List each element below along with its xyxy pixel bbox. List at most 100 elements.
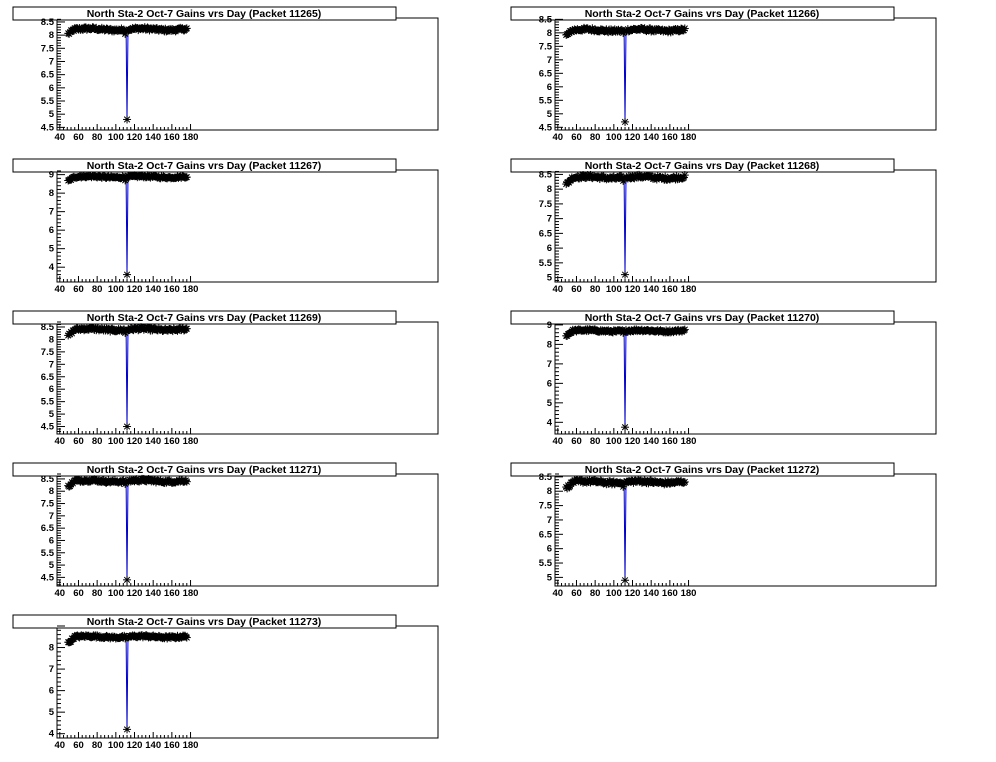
y-tick-label: 7 — [49, 207, 54, 218]
y-tick-label: 4 — [49, 729, 55, 740]
x-tick-label: 60 — [73, 132, 84, 143]
y-tick-label: 8 — [547, 28, 552, 39]
y-tick-label: 9 — [49, 170, 54, 181]
y-tick-label: 7.5 — [539, 41, 553, 52]
x-tick-label: 100 — [108, 284, 124, 295]
x-tick-label: 40 — [553, 284, 564, 295]
x-tick-label: 40 — [55, 436, 66, 447]
y-tick-label: 8.5 — [539, 472, 553, 483]
y-tick-label: 7 — [49, 359, 54, 370]
x-tick-label: 40 — [55, 740, 66, 751]
chart-title: North Sta-2 Oct-7 Gains vrs Day (Packet … — [12, 158, 397, 173]
y-tick-label: 4 — [547, 417, 553, 428]
y-tick-label: 7.5 — [41, 347, 55, 358]
data-point — [123, 422, 132, 431]
y-tick-label: 4.5 — [539, 122, 553, 133]
series-line — [565, 27, 686, 122]
x-tick-label: 180 — [681, 132, 697, 143]
x-tick-label: 160 — [164, 740, 180, 751]
x-tick-label: 140 — [643, 588, 659, 599]
data-point — [123, 115, 132, 124]
x-tick-label: 120 — [127, 284, 143, 295]
y-tick-label: 4.5 — [41, 422, 55, 433]
x-tick-label: 100 — [108, 588, 124, 599]
y-axis: 4.5 5 5.5 6 6.5 7 7.5 8 8.5 — [539, 14, 563, 133]
x-tick-label: 120 — [127, 132, 143, 143]
chart-title-text: North Sta-2 Oct-7 Gains vrs Day (Packet … — [87, 616, 322, 628]
x-tick-label: 100 — [108, 132, 124, 143]
x-tick-label: 60 — [73, 588, 84, 599]
chart-title-text: North Sta-2 Oct-7 Gains vrs Day (Packet … — [585, 160, 820, 172]
x-tick-label: 100 — [606, 284, 622, 295]
y-tick-label: 8.5 — [539, 14, 553, 25]
y-tick-label: 6 — [49, 384, 54, 395]
chart-panel-2: North Sta-2 Oct-7 Gains vrs Day (Packet … — [510, 6, 937, 143]
x-tick-label: 180 — [183, 132, 199, 143]
x-tick-label: 160 — [662, 436, 678, 447]
series-line — [67, 478, 188, 580]
plot-frame — [56, 473, 439, 587]
y-tick-label: 8 — [49, 30, 54, 41]
y-tick-label: 6 — [547, 378, 552, 389]
x-tick-label: 40 — [55, 284, 66, 295]
x-tick-label: 180 — [681, 436, 697, 447]
x-axis: 40 60 80 100 120 140 160 180 — [553, 428, 697, 447]
data-point — [621, 117, 630, 126]
y-tick-label: 8 — [547, 339, 552, 350]
x-tick-label: 40 — [553, 132, 564, 143]
y-tick-label: 7 — [547, 214, 552, 225]
x-tick-label: 140 — [643, 284, 659, 295]
x-axis: 40 60 80 100 120 140 160 180 — [55, 732, 198, 751]
plot-frame — [56, 321, 439, 435]
chart-title-text: North Sta-2 Oct-7 Gains vrs Day (Packet … — [87, 312, 322, 324]
x-tick-label: 180 — [681, 284, 697, 295]
series-line — [565, 478, 686, 581]
chart-title: North Sta-2 Oct-7 Gains vrs Day (Packet … — [12, 6, 397, 21]
y-tick-label: 6 — [49, 225, 54, 236]
x-tick-label: 60 — [571, 588, 582, 599]
x-tick-label: 120 — [127, 436, 143, 447]
y-axis: 5 5.5 6 6.5 7 7.5 8 8.5 — [539, 169, 563, 284]
y-tick-label: 7 — [547, 515, 552, 526]
y-tick-label: 5 — [547, 273, 553, 284]
y-tick-label: 5.5 — [539, 95, 553, 106]
y-tick-label: 5 — [49, 560, 55, 571]
x-tick-label: 80 — [590, 588, 601, 599]
x-tick-label: 180 — [681, 588, 697, 599]
chart-title-text: North Sta-2 Oct-7 Gains vrs Day (Packet … — [585, 8, 820, 20]
y-tick-label: 4.5 — [41, 122, 55, 133]
y-tick-label: 8.5 — [41, 17, 55, 28]
y-axis: 4 5 6 7 8 — [49, 625, 65, 740]
x-tick-label: 120 — [625, 436, 641, 447]
chart-panel-7: North Sta-2 Oct-7 Gains vrs Day (Packet … — [12, 462, 439, 599]
chart-title: North Sta-2 Oct-7 Gains vrs Day (Packet … — [510, 310, 895, 325]
x-tick-label: 120 — [625, 284, 641, 295]
x-tick-label: 140 — [145, 740, 161, 751]
x-tick-label: 60 — [571, 132, 582, 143]
y-tick-label: 8 — [49, 188, 54, 199]
y-tick-label: 5 — [49, 409, 55, 420]
y-tick-label: 8 — [49, 643, 54, 654]
y-tick-label: 8 — [49, 334, 54, 345]
series-line — [68, 634, 188, 730]
data-point — [621, 270, 630, 279]
x-axis: 40 60 80 100 120 140 160 180 — [55, 124, 199, 143]
x-tick-label: 140 — [643, 132, 659, 143]
chart-panel-6: North Sta-2 Oct-7 Gains vrs Day (Packet … — [510, 310, 937, 447]
x-tick-label: 140 — [145, 588, 161, 599]
x-tick-label: 80 — [590, 132, 601, 143]
data-point — [182, 24, 191, 33]
data-point — [680, 24, 689, 33]
x-tick-label: 160 — [662, 132, 678, 143]
data-point — [621, 576, 630, 585]
y-tick-label: 6.5 — [539, 68, 553, 79]
data-point — [182, 324, 191, 333]
chart-title: North Sta-2 Oct-7 Gains vrs Day (Packet … — [510, 6, 895, 21]
x-tick-label: 80 — [590, 284, 601, 295]
y-axis: 4 5 6 7 8 9 — [547, 320, 563, 435]
x-tick-label: 120 — [625, 132, 641, 143]
data-point — [182, 173, 191, 182]
data-point — [123, 575, 132, 584]
data-point — [680, 325, 689, 334]
chart-title: North Sta-2 Oct-7 Gains vrs Day (Packet … — [510, 158, 895, 173]
